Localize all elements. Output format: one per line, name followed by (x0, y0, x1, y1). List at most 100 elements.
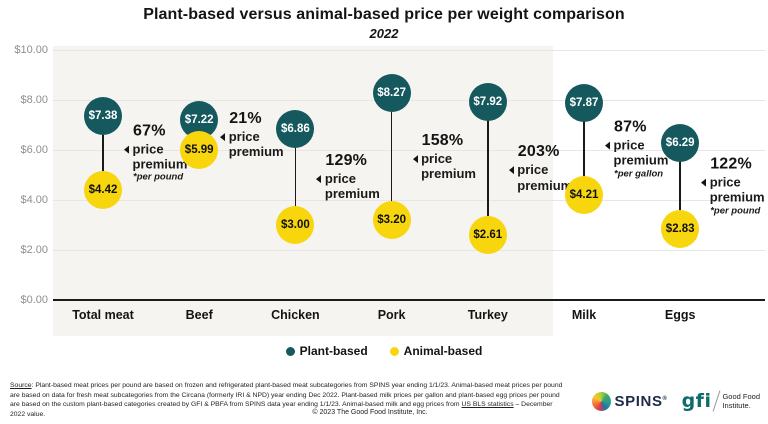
premium-label: price premium (324, 170, 380, 202)
y-tick-label: $4.00 (20, 194, 48, 206)
left-arrow-icon (701, 178, 707, 187)
premium-percent: 21% (229, 110, 262, 128)
premium-annotation: 67% price premium *per pound (124, 122, 201, 183)
footer-logos: SPINS® gfi Good Food Institute. (591, 390, 760, 412)
plant-based-dot: $7.22 (180, 100, 219, 139)
chart-title: Plant-based versus animal-based price pe… (143, 6, 625, 23)
left-arrow-icon (124, 145, 129, 154)
premium-percent: 122% (710, 155, 752, 173)
legend-dot-icon (285, 346, 295, 356)
left-arrow-icon (605, 141, 610, 150)
plant-based-dot: $7.87 (565, 84, 603, 123)
premium-label-row: price premium (701, 175, 768, 206)
premium-annotation: 158% price premium (412, 131, 490, 182)
premium-annotation: 87% price premium *per gallon (605, 118, 682, 180)
legend: Plant-based Animal-based (0, 344, 768, 358)
premium-label: price premium (613, 137, 669, 168)
premium-unit-note: *per gallon (614, 168, 664, 180)
gridline-2 (53, 250, 765, 251)
legend-dot-icon (389, 346, 399, 356)
premium-label: price premium (517, 162, 573, 193)
chart-subtitle: 2022 (369, 26, 399, 41)
connector-stem (294, 128, 297, 225)
premium-unit-note: *per pound (133, 171, 184, 183)
gfi-slash-divider (713, 390, 721, 412)
legend-item-plant-based: Plant-based (285, 344, 368, 358)
gfi-name-text: Good Food Institute. (722, 392, 760, 410)
plant-based-dot: $6.29 (661, 123, 700, 162)
premium-percent: 129% (325, 151, 368, 169)
premium-label: price premium (709, 174, 765, 205)
premium-percent: 87% (614, 118, 647, 136)
x-axis-label-turkey: Turkey (467, 308, 508, 322)
source-note: Source: Plant-based meat prices per poun… (10, 381, 566, 419)
premium-label-row: price premium (605, 138, 682, 169)
animal-based-dot: $4.42 (84, 170, 122, 209)
premium-label-row: price premium (124, 141, 201, 172)
gridline-10 (53, 50, 765, 51)
left-arrow-icon (508, 166, 514, 175)
legend-item-animal-based: Animal-based (389, 344, 483, 358)
premium-label: price premium (132, 141, 188, 172)
gridline-4 (53, 200, 765, 201)
premium-annotation: 129% price premium (316, 152, 393, 202)
spins-swirl-icon (591, 391, 611, 411)
source-label: Source (10, 382, 32, 389)
gridline-6 (53, 150, 765, 151)
plant-based-dot: $6.86 (276, 109, 315, 148)
animal-based-dot: $2.61 (468, 215, 507, 254)
animal-based-dot: $2.83 (661, 210, 700, 249)
legend-label: Plant-based (299, 344, 368, 358)
legend-label: Animal-based (403, 344, 483, 358)
gfi-logo: gfi Good Food Institute. (682, 390, 760, 412)
y-tick-label: $8.00 (20, 94, 48, 106)
x-axis-label-milk: Milk (571, 308, 597, 322)
source-text-2: – December 2022 value. (10, 401, 553, 418)
premium-annotation: 21% price premium (220, 110, 297, 160)
premium-label: price premium (228, 129, 284, 160)
premium-percent: 158% (421, 131, 464, 149)
y-tick-label: $6.00 (20, 144, 48, 156)
gfi-wordmark: gfi (681, 390, 712, 412)
connector-stem (679, 142, 681, 230)
spins-logo: SPINS® (591, 391, 668, 411)
copyright: © 2023 The Good Food Institute, Inc. (312, 409, 428, 416)
connector-stem (390, 93, 393, 220)
premium-label: price premium (421, 150, 476, 182)
premium-annotation: 122% price premium *per pound (701, 155, 768, 217)
animal-based-dot: $3.00 (276, 206, 315, 244)
premium-label-row: price premium (316, 171, 393, 202)
source-link-us-bls[interactable]: US BLS statistics (461, 401, 514, 409)
plant-based-dot: $8.27 (372, 74, 411, 113)
y-tick-label: $2.00 (20, 244, 48, 256)
left-arrow-icon (412, 154, 418, 163)
animal-based-dot: $4.21 (565, 175, 603, 214)
plant-based-dot: $7.38 (84, 96, 122, 135)
premium-annotation: 203% price premium (508, 143, 586, 194)
animal-based-dot: $3.20 (372, 201, 411, 239)
y-tick-label: $0.00 (20, 294, 48, 306)
premium-percent: 203% (517, 143, 560, 161)
left-arrow-icon (220, 133, 226, 142)
source-text-1: : Plant-based meat prices per pound are … (10, 382, 563, 409)
premium-label-row: price premium (412, 150, 490, 182)
connector-stem (102, 115, 104, 190)
x-axis-line (53, 299, 765, 301)
premium-percent: 67% (133, 122, 166, 140)
connector-stem (583, 103, 585, 195)
left-arrow-icon (316, 174, 322, 183)
footer: Source: Plant-based meat prices per poun… (0, 378, 768, 424)
animal-based-dot: $5.99 (180, 131, 219, 170)
x-axis-label-total-meat: Total meat (72, 308, 134, 322)
registered-mark: ® (662, 395, 668, 402)
premium-unit-note: *per pound (710, 205, 761, 217)
premium-label-row: price premium (508, 162, 586, 194)
x-axis-label-beef: Beef (185, 308, 213, 322)
x-axis-label-eggs: Eggs (664, 308, 696, 322)
x-axis-label-chicken: Chicken (271, 308, 320, 322)
connector-stem (487, 102, 489, 235)
spins-wordmark: SPINS® (614, 392, 668, 410)
premium-label-row: price premium (220, 129, 297, 160)
